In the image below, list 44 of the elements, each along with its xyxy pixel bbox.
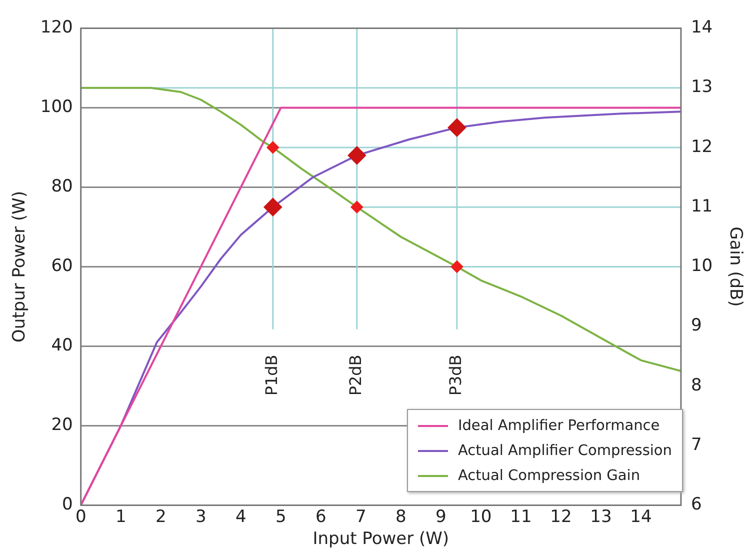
y-tick-label: 100: [40, 97, 73, 118]
x-tick-label: 5: [275, 506, 286, 527]
point: [348, 146, 366, 164]
y-axis-title: Outpur Power (W): [10, 190, 30, 343]
y2-axis-title: Gain (dB): [725, 226, 746, 307]
y-tick-label: 60: [51, 256, 73, 276]
x-tick-label: 2: [155, 506, 166, 527]
x-axis-title: Input Power (W): [312, 529, 450, 550]
point: [448, 118, 466, 137]
x-tick-label: 1: [115, 506, 126, 527]
y-tick-label: 20: [51, 415, 73, 436]
y2-tick-label: 9: [690, 316, 702, 336]
x-tick-label: 9: [436, 506, 446, 527]
x-tick-label: 11: [510, 506, 532, 527]
y2-tick-label: 10: [690, 256, 713, 276]
y2-tick-label: 11: [690, 196, 713, 216]
point: [350, 201, 363, 214]
y-tick-label: 40: [51, 336, 73, 356]
y-tick-label: 80: [51, 176, 73, 197]
x-tick-label: 7: [355, 506, 366, 527]
y2-tick-label: 12: [690, 136, 713, 157]
x-tick-label: 10: [470, 506, 492, 527]
x-tick-label: 4: [235, 506, 246, 527]
y2-tick-label: 14: [690, 18, 713, 38]
x-tick-label: 12: [550, 506, 572, 527]
x-tick-label: 8: [396, 506, 406, 527]
legend-label: Ideal Amplifier Performance: [458, 418, 660, 434]
x-tick-label: 3: [195, 506, 206, 527]
ref-line-label: P3dB: [446, 354, 466, 396]
x-tick-label: 13: [590, 506, 612, 527]
point: [264, 198, 282, 216]
ref-line-label: P1dB: [262, 354, 282, 396]
y2-tick-label: 13: [690, 77, 713, 98]
point: [266, 141, 279, 154]
point: [450, 260, 463, 273]
x-tick-label: 6: [315, 506, 326, 527]
legend-label: Actual Amplifier Compression: [458, 442, 672, 458]
x-tick-label: 14: [630, 506, 652, 527]
ref-line-label: P2dB: [346, 354, 366, 396]
x-tick-label: 0: [75, 506, 86, 527]
y2-tick-label: 7: [690, 434, 702, 455]
y2-tick-label: 8: [690, 375, 702, 396]
legend-label: Actual Compression Gain: [458, 468, 640, 484]
y-tick-label: 120: [40, 18, 73, 38]
